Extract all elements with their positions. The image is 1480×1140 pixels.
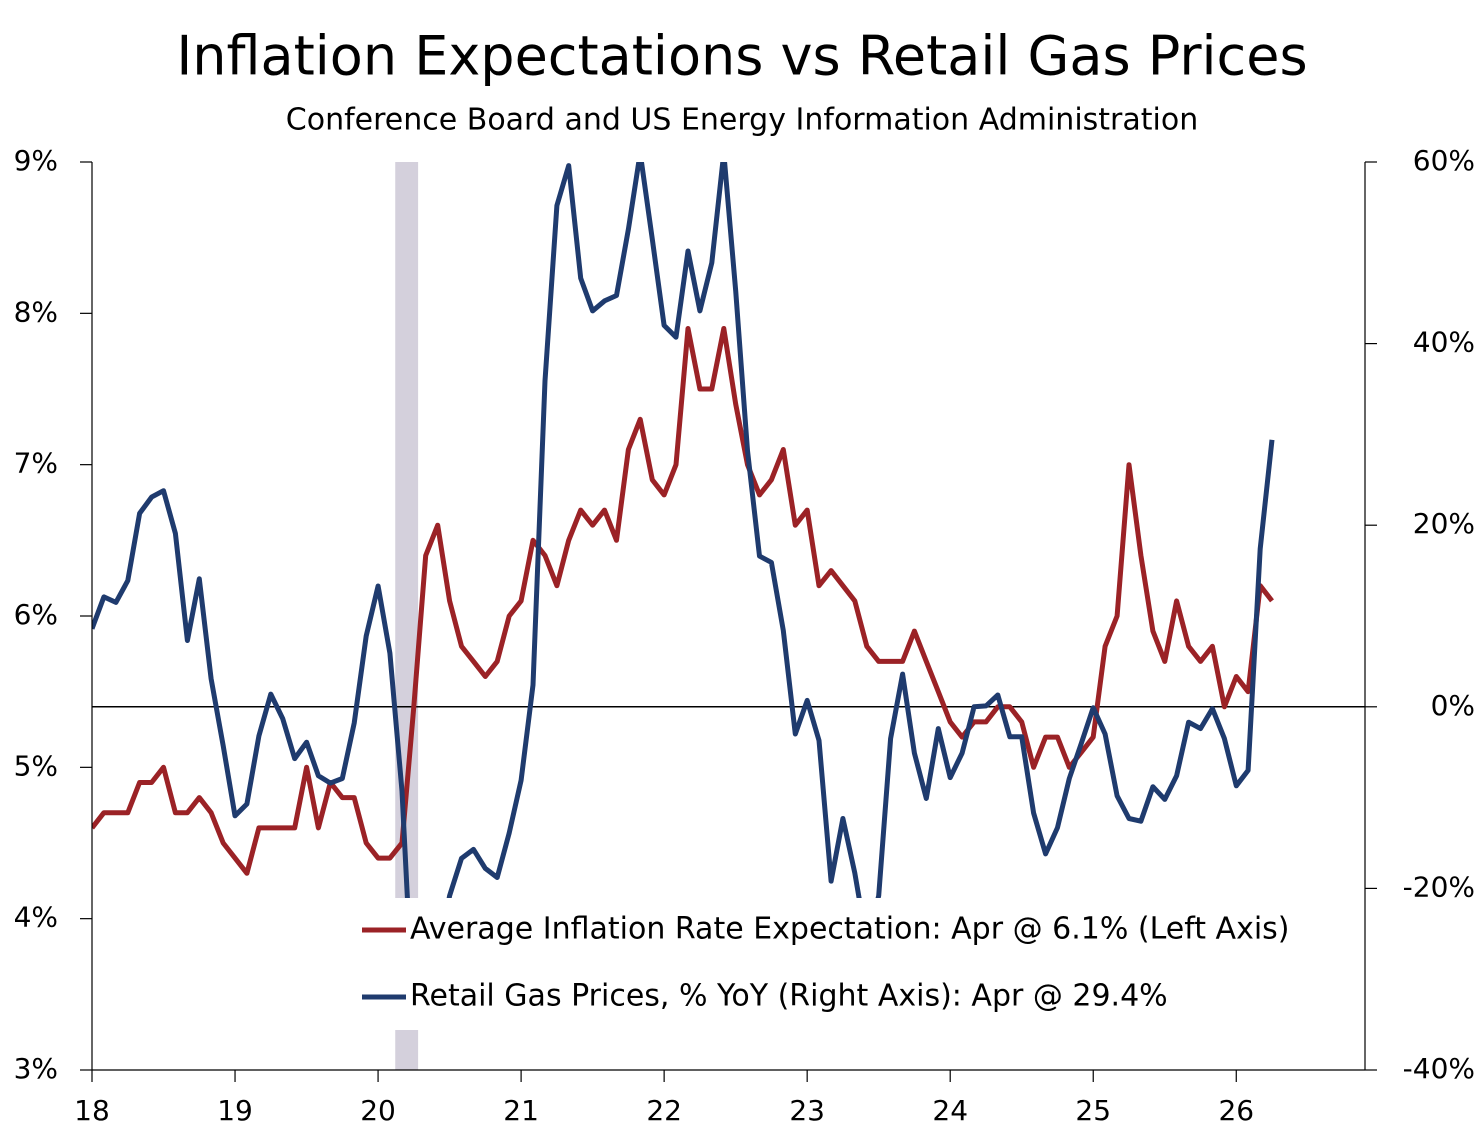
x-tick-label: 19 [217, 1094, 253, 1127]
chart-title: Inflation Expectations vs Retail Gas Pri… [176, 25, 1307, 88]
y-tick-label: 8% [14, 295, 58, 328]
y2-tick-label: -20% [1403, 870, 1475, 903]
plot-lines [92, 162, 1275, 1028]
y-tick-label: 6% [14, 598, 58, 631]
y-tick-label: 4% [14, 901, 58, 934]
y2-tick-label: 20% [1413, 507, 1475, 540]
y2-tick-label: -40% [1403, 1052, 1475, 1085]
series-line [92, 162, 1275, 1028]
chart-subtitle: Conference Board and US Energy Informati… [286, 103, 1198, 138]
y-tick-label: 3% [14, 1052, 58, 1085]
legend-box [356, 898, 1306, 1030]
x-tick-label: 24 [932, 1094, 968, 1127]
x-tick-label: 25 [1075, 1094, 1111, 1127]
x-tick-label: 23 [789, 1094, 825, 1127]
series-line [92, 326, 1274, 876]
y2-tick-label: 40% [1413, 326, 1475, 359]
x-tick-label: 20 [360, 1094, 396, 1127]
x-tick-label: 22 [646, 1094, 682, 1127]
x-tick-label: 18 [74, 1094, 110, 1127]
x-tick-label: 26 [1218, 1094, 1254, 1127]
y-tick-label: 7% [14, 447, 58, 480]
y-tick-label: 9% [14, 144, 58, 177]
y2-tick-label: 60% [1413, 144, 1475, 177]
x-tick-label: 21 [503, 1094, 539, 1127]
y2-tick-label: 0% [1431, 689, 1475, 722]
legend-label: Average Inflation Rate Expectation: Apr … [410, 912, 1290, 947]
y-tick-label: 5% [14, 749, 58, 782]
legend-label: Retail Gas Prices, % YoY (Right Axis): A… [410, 979, 1168, 1014]
